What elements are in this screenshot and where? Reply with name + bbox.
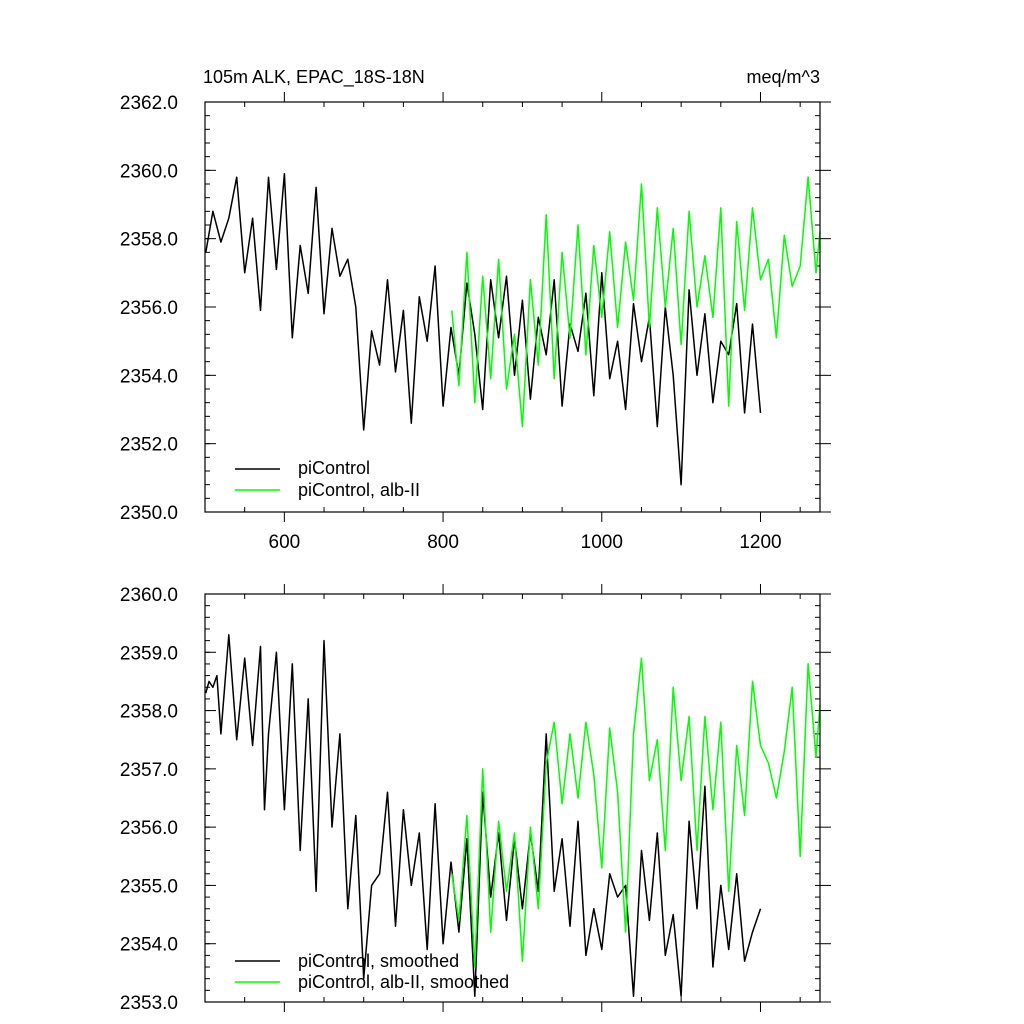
y-tick-label: 2362.0: [120, 93, 178, 114]
y-tick-label: 2360.0: [120, 585, 178, 606]
y-tick-label: 2355.0: [120, 876, 178, 897]
y-tick-label: 2354.0: [120, 935, 178, 956]
legend-label-alb-ii-smoothed: piControl, alb-II, smoothed: [298, 972, 509, 992]
x-tick-label: 800: [427, 532, 459, 553]
bottom-panel-frame: [204, 593, 821, 1003]
legend-label-picontrol: piControl: [298, 458, 370, 478]
bottom-panel: 2353.0 2354.0 2355.0 2356.0 2357.0 2358.0 2359…: [120, 584, 831, 1014]
x-tick-label: 1200: [739, 532, 781, 553]
units-label: meq/m^3: [747, 67, 820, 87]
y-tick-label: 2356.0: [120, 818, 178, 839]
y-tick-label: 2353.0: [120, 993, 178, 1014]
top-panel-legend: piControl piControl, alb-II: [235, 458, 420, 500]
chart-title: 105m ALK, EPAC_18S-18N: [203, 67, 425, 88]
series-line-picontrol-alb-ii: [451, 176, 821, 428]
top-panel-ticks: 600 800 1000 1200 2350.0 2352.0 2354.0 2356.0 23…: [120, 92, 831, 553]
series-line-picontrol-alb-ii-smoothed: [451, 657, 821, 968]
y-tick-label: 2358.0: [120, 702, 178, 723]
y-tick-label: 2356.0: [120, 298, 178, 319]
y-tick-label: 2352.0: [120, 435, 178, 456]
top-panel: 105m ALK, EPAC_18S-18N meq/m^3 600 800 100…: [120, 67, 831, 553]
x-tick-label: 600: [269, 532, 301, 553]
y-tick-label: 2358.0: [120, 230, 178, 251]
y-tick-label: 2354.0: [120, 366, 178, 387]
bottom-panel-legend: piControl, smoothed piControl, alb-II, s…: [235, 951, 509, 992]
y-tick-label: 2350.0: [120, 503, 178, 524]
y-tick-label: 2359.0: [120, 643, 178, 664]
series-line-picontrol: [205, 172, 762, 486]
bottom-panel-lines: [205, 634, 821, 997]
series-line-picontrol-smoothed: [205, 634, 762, 997]
legend-label-alb-ii: piControl, alb-II: [298, 480, 420, 500]
y-tick-label: 2357.0: [120, 760, 178, 781]
top-panel-lines: [205, 172, 821, 486]
bottom-panel-ticks: 2353.0 2354.0 2355.0 2356.0 2357.0 2358.0 2359…: [120, 584, 831, 1014]
legend-label-picontrol-smoothed: piControl, smoothed: [298, 951, 459, 971]
x-tick-label: 1000: [581, 532, 623, 553]
top-panel-frame: [204, 101, 821, 513]
y-tick-label: 2360.0: [120, 161, 178, 182]
